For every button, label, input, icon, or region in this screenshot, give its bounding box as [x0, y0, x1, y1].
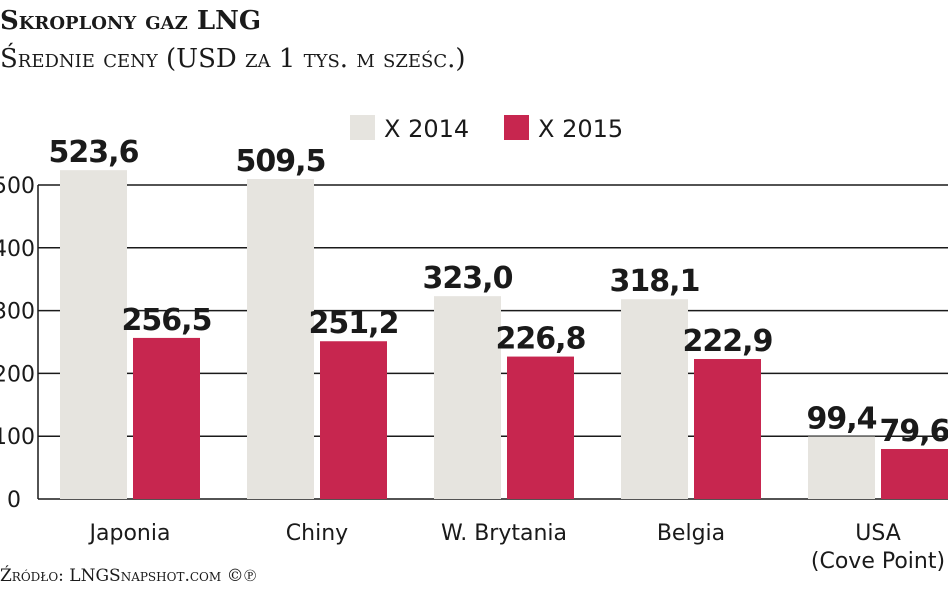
- data-label: 509,5: [236, 144, 326, 179]
- bar: [133, 337, 200, 499]
- data-label: 256,5: [122, 303, 212, 338]
- chart-subtitle: Średnie ceny (USD za 1 tys. m sześc.): [0, 44, 466, 74]
- y-tick-label: 300: [0, 300, 35, 325]
- data-label: 318,1: [610, 264, 700, 299]
- data-label: 79,6: [879, 414, 948, 449]
- y-tick-label: 0: [7, 488, 21, 513]
- legend-label: X 2014: [384, 115, 469, 143]
- source-note: Źródło: LNGSnapshot.com ©℗: [0, 566, 257, 586]
- data-label: 222,9: [683, 324, 773, 359]
- chart-title: Skroplony gaz LNG: [0, 6, 262, 36]
- data-label: 251,2: [309, 306, 399, 341]
- category-label: (Cove Point): [811, 549, 945, 574]
- bar: [881, 449, 948, 499]
- bar: [621, 299, 688, 499]
- category-label: Belgia: [657, 521, 725, 546]
- category-label: W. Brytania: [441, 521, 567, 546]
- category-label: Chiny: [286, 521, 348, 546]
- category-label: Japonia: [88, 521, 171, 546]
- y-tick-label: 500: [0, 174, 35, 199]
- bar: [434, 296, 501, 499]
- bar: [60, 170, 127, 499]
- legend-label: X 2015: [538, 115, 623, 143]
- data-label: 226,8: [496, 322, 586, 357]
- y-tick-label: 100: [0, 425, 35, 450]
- bar: [247, 179, 314, 499]
- legend-swatch: [350, 115, 375, 140]
- y-tick-label: 200: [0, 362, 35, 387]
- bar: [808, 436, 875, 499]
- data-label: 323,0: [423, 261, 513, 296]
- legend-swatch: [504, 115, 529, 140]
- bar: [694, 359, 761, 499]
- data-label: 99,4: [806, 402, 876, 437]
- category-label: USA: [855, 521, 901, 546]
- bar: [507, 356, 574, 499]
- bar: [320, 341, 387, 499]
- data-label: 523,6: [49, 135, 139, 170]
- y-tick-label: 400: [0, 237, 35, 262]
